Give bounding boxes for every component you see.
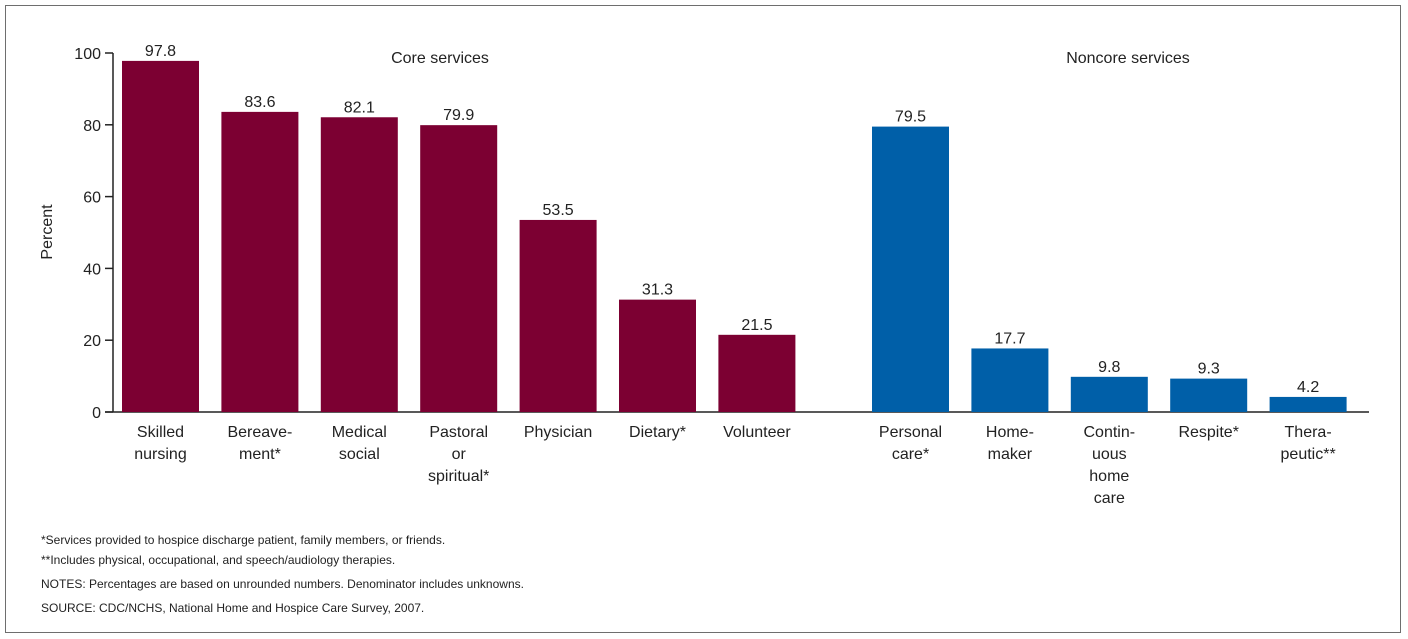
y-tick-label: 100 (74, 46, 101, 63)
notes-line: NOTES: Percentages are based on unrounde… (41, 577, 524, 591)
x-tick-label-line: Medical (332, 424, 387, 441)
x-tick-label-line: Dietary* (629, 424, 686, 441)
bar (320, 117, 398, 413)
x-tick-label-line: spiritual* (428, 468, 489, 485)
data-label: 9.8 (1098, 359, 1120, 376)
x-tick-label-line: uous (1092, 446, 1127, 463)
x-tick-label: Personal care* (879, 424, 942, 463)
bar (1170, 378, 1248, 412)
chart-axes: 0 20 40 60 80 100 Percent (39, 46, 1369, 422)
x-tick-label-line: Bereave- (227, 424, 292, 441)
data-label: 17.7 (994, 330, 1025, 347)
x-tick-label: Dietary* (629, 424, 686, 441)
bar (1070, 376, 1148, 412)
bar (122, 60, 199, 412)
footnote-therapeutic: **Includes physical, occupational, and s… (41, 553, 396, 567)
figure-frame: 0 20 40 60 80 100 Percent Core services 97.8 Ski… (5, 5, 1401, 633)
y-tick-label: 0 (92, 405, 101, 422)
data-label: 83.6 (244, 94, 275, 111)
x-tick-label-line: home (1089, 468, 1129, 485)
data-label: 21.5 (741, 317, 772, 334)
x-tick-label-line: Personal (879, 424, 942, 441)
x-tick-label-line: Physician (524, 424, 592, 441)
x-tick-label-line: ment* (239, 446, 281, 463)
x-tick-label-line: nursing (134, 446, 186, 463)
data-label: 4.2 (1297, 379, 1319, 396)
x-tick-label-line: Thera- (1285, 424, 1332, 441)
bar (619, 299, 696, 412)
data-label: 82.1 (344, 99, 375, 116)
data-label: 31.3 (642, 282, 673, 299)
x-tick-label: Skilled nursing (134, 424, 186, 463)
x-tick-label: Physician (524, 424, 592, 441)
footnote-services: *Services provided to hospice discharge … (41, 533, 446, 547)
group-title: Noncore services (1066, 50, 1190, 67)
y-tick-label: 80 (83, 118, 101, 135)
data-label: 79.5 (895, 109, 926, 126)
bar (1269, 396, 1347, 412)
data-label: 9.3 (1198, 361, 1220, 378)
source-line: SOURCE: CDC/NCHS, National Home and Hosp… (41, 601, 425, 615)
data-label: 53.5 (543, 202, 574, 219)
bar (519, 219, 597, 412)
x-tick-label: Medical social (332, 424, 387, 463)
x-tick-label-line: Respite* (1178, 424, 1238, 441)
x-tick-label: Pastoral or spiritual* (428, 424, 489, 485)
x-tick-label-line: or (452, 446, 467, 463)
bar-chart: 0 20 40 60 80 100 Percent Core services 97.8 Ski… (39, 43, 1369, 507)
x-tick-label: Bereave-ment* (227, 424, 292, 463)
data-label: 97.8 (145, 43, 176, 60)
y-tick-label: 40 (83, 261, 101, 278)
x-tick-label-line: Contin- (1084, 424, 1136, 441)
x-tick-label-line: peutic** (1281, 446, 1336, 463)
bar (420, 125, 498, 412)
x-tick-label-line: Volunteer (723, 424, 791, 441)
x-tick-label: Contin-uous home care (1084, 424, 1136, 507)
data-label: 79.9 (443, 107, 474, 124)
bar (971, 348, 1049, 412)
x-tick-label-line: Skilled (137, 424, 184, 441)
x-tick-label: Respite* (1178, 424, 1238, 441)
x-tick-label-line: Home- (986, 424, 1034, 441)
bar (718, 334, 796, 412)
x-tick-label-line: care* (892, 446, 929, 463)
bar (221, 111, 299, 412)
group-title: Core services (391, 50, 489, 67)
x-tick-label-line: maker (988, 446, 1033, 463)
y-axis-title: Percent (39, 204, 56, 260)
y-tick-label: 60 (83, 190, 101, 207)
x-tick-label: Volunteer (723, 424, 791, 441)
x-tick-label: Home-maker (986, 424, 1034, 463)
x-tick-label-line: social (339, 446, 380, 463)
chart-marks: Core services 97.8 Skilled nursing 83.6 Berea… (122, 43, 1347, 507)
x-tick-label-line: care (1094, 490, 1125, 507)
x-tick-label-line: Pastoral (429, 424, 488, 441)
y-tick-label: 20 (83, 333, 101, 350)
x-tick-label: Thera-peutic** (1281, 424, 1336, 463)
bar (872, 126, 949, 412)
